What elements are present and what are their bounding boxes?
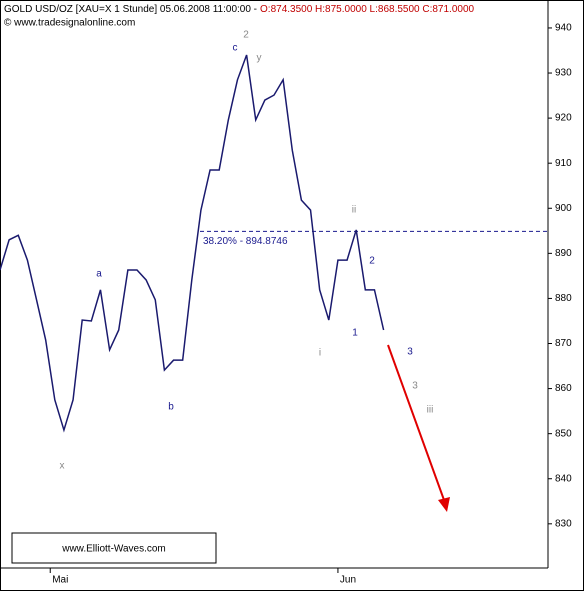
wave-label: 3 — [407, 347, 413, 358]
price-line — [0, 54, 385, 433]
y-tick-label: 830 — [555, 518, 572, 529]
wave-label: 2 — [369, 256, 375, 267]
y-tick-label: 890 — [555, 248, 572, 259]
y-tick-label: 840 — [555, 473, 572, 484]
wave-label: b — [168, 402, 174, 413]
wave-label: 3 — [412, 381, 418, 392]
y-tick-label: 880 — [555, 293, 572, 304]
y-tick-label: 850 — [555, 428, 572, 439]
title: GOLD USD/OZ [XAU=X 1 Stunde] 05.06.2008 … — [4, 4, 257, 15]
x-tick-label: Mai — [52, 575, 68, 586]
y-tick-label: 870 — [555, 338, 572, 349]
y-tick-label: 910 — [555, 158, 572, 169]
y-tick-label: 860 — [555, 383, 572, 394]
wave-label: a — [96, 269, 102, 280]
x-tick-label: Jun — [340, 575, 356, 586]
watermark: www.Elliott-Waves.com — [61, 544, 166, 555]
source: © www.tradesignalonline.com — [4, 18, 135, 29]
arrow-head — [438, 497, 450, 512]
ohlc: O:874.3500 H:875.0000 L:868.5500 C:871.0… — [260, 4, 475, 15]
wave-label: x — [60, 461, 65, 472]
wave-label: c — [233, 43, 238, 54]
wave-label: y — [257, 53, 262, 64]
wave-label: 1 — [352, 328, 358, 339]
y-tick-label: 900 — [555, 203, 572, 214]
wave-label: ii — [352, 205, 356, 216]
wave-label: i — [319, 348, 321, 359]
y-tick-label: 940 — [555, 23, 572, 34]
watermark-box — [11, 532, 217, 564]
chart-title: GOLD USD/OZ [XAU=X 1 Stunde] 05.06.2008 … — [4, 4, 475, 15]
wave-label: 2 — [243, 30, 249, 41]
wave-label: iii — [427, 405, 434, 416]
y-tick-label: 930 — [555, 68, 572, 79]
projection-arrow — [387, 344, 445, 501]
fib-label: 38.20% - 894.8746 — [203, 236, 288, 247]
y-tick-label: 920 — [555, 113, 572, 124]
